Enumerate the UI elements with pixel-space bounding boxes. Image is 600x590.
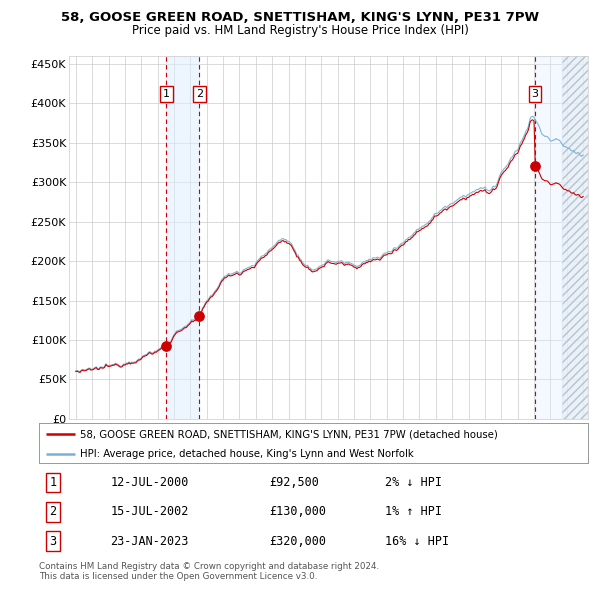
Bar xyxy=(562,56,588,419)
Text: 58, GOOSE GREEN ROAD, SNETTISHAM, KING'S LYNN, PE31 7PW (detached house): 58, GOOSE GREEN ROAD, SNETTISHAM, KING'S… xyxy=(80,430,498,440)
Point xyxy=(161,341,171,350)
Text: 3: 3 xyxy=(532,89,538,99)
Text: £320,000: £320,000 xyxy=(269,535,326,548)
Point xyxy=(194,312,204,321)
Text: £130,000: £130,000 xyxy=(269,505,326,519)
Text: 1: 1 xyxy=(163,89,170,99)
Text: 12-JUL-2000: 12-JUL-2000 xyxy=(110,476,189,489)
Text: 1: 1 xyxy=(49,476,56,489)
Text: £92,500: £92,500 xyxy=(269,476,319,489)
Text: 16% ↓ HPI: 16% ↓ HPI xyxy=(385,535,449,548)
Text: 58, GOOSE GREEN ROAD, SNETTISHAM, KING'S LYNN, PE31 7PW: 58, GOOSE GREEN ROAD, SNETTISHAM, KING'S… xyxy=(61,11,539,24)
Point xyxy=(530,162,540,171)
Bar xyxy=(535,56,562,419)
Text: 2: 2 xyxy=(49,505,56,519)
Text: 15-JUL-2002: 15-JUL-2002 xyxy=(110,505,189,519)
Text: Price paid vs. HM Land Registry's House Price Index (HPI): Price paid vs. HM Land Registry's House … xyxy=(131,24,469,37)
Text: 2: 2 xyxy=(196,89,203,99)
Bar xyxy=(562,56,588,419)
Bar xyxy=(166,56,199,419)
Text: HPI: Average price, detached house, King's Lynn and West Norfolk: HPI: Average price, detached house, King… xyxy=(80,450,414,460)
Text: 23-JAN-2023: 23-JAN-2023 xyxy=(110,535,189,548)
Text: 1% ↑ HPI: 1% ↑ HPI xyxy=(385,505,442,519)
Text: Contains HM Land Registry data © Crown copyright and database right 2024.
This d: Contains HM Land Registry data © Crown c… xyxy=(39,562,379,581)
Text: 2% ↓ HPI: 2% ↓ HPI xyxy=(385,476,442,489)
Text: 3: 3 xyxy=(49,535,56,548)
